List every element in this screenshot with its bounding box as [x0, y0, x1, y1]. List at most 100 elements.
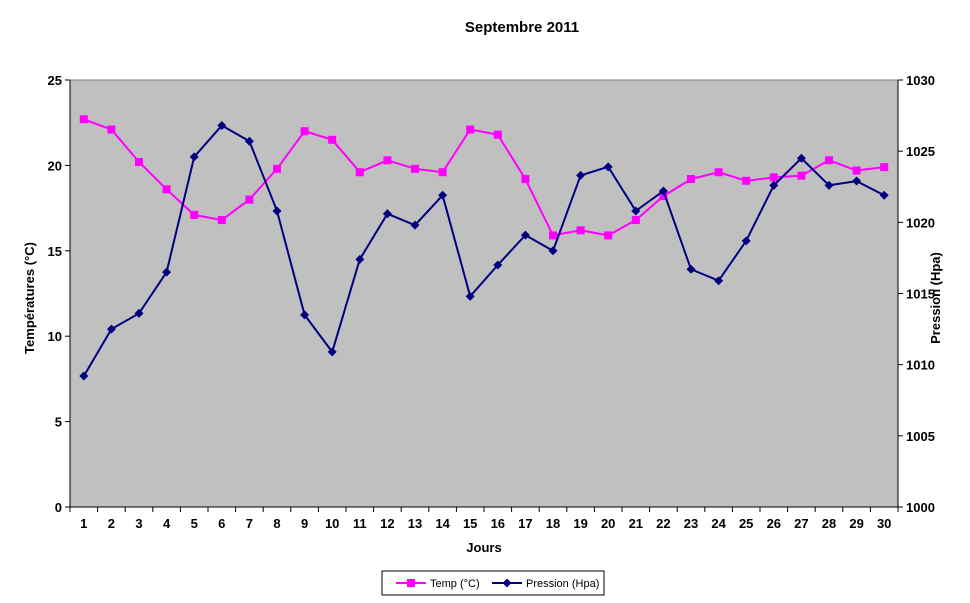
left-tick-label: 0 [55, 500, 62, 515]
x-tick-label: 3 [135, 516, 142, 531]
data-point-temp [300, 127, 309, 136]
left-tick-label: 10 [48, 329, 62, 344]
data-point-temp [714, 168, 723, 177]
data-point-temp [107, 125, 116, 134]
data-point-pression [410, 220, 420, 230]
data-point-temp [880, 163, 889, 172]
series-line-pression [82, 124, 885, 377]
data-point-pression [217, 121, 227, 131]
x-tick-label: 28 [822, 516, 836, 531]
left-axis: 0 5 10 15 20 25 [48, 73, 71, 515]
x-tick-label: 7 [246, 516, 253, 531]
plot-area [69, 79, 899, 508]
data-point-temp [79, 115, 88, 124]
legend-item-pression: Pression (Hpa) [492, 578, 599, 590]
x-tick-label: 5 [191, 516, 198, 531]
data-point-pression [852, 176, 862, 186]
x-tick-label: 19 [573, 516, 587, 531]
series-line-temp [83, 118, 885, 237]
data-point-pression [106, 324, 116, 334]
data-point-temp [521, 175, 530, 184]
series-layer [79, 115, 889, 381]
data-point-pression [438, 190, 448, 200]
x-tick-label: 12 [380, 516, 394, 531]
data-point-pression [741, 236, 751, 246]
data-point-temp [852, 166, 861, 175]
x-tick-label: 4 [163, 516, 171, 531]
data-point-temp [162, 185, 171, 194]
legend-label-temp: Temp (°C) [430, 578, 480, 590]
chart-title: Septembre 2011 [465, 19, 579, 36]
x-tick-label: 18 [546, 516, 560, 531]
data-point-temp [273, 164, 281, 173]
legend: Temp (°C) Pression (Hpa) [381, 570, 605, 596]
right-tick-label: 1015 [906, 287, 935, 302]
data-point-pression [576, 170, 586, 180]
data-point-temp [328, 135, 337, 144]
data-point-pression [631, 206, 641, 216]
data-point-temp [549, 231, 557, 240]
data-point-temp [411, 164, 419, 173]
x-tick-label: 20 [601, 516, 615, 531]
data-point-pression [300, 310, 310, 320]
left-tick-label: 20 [48, 158, 62, 173]
data-point-pression [382, 209, 392, 219]
data-point-temp [687, 175, 695, 184]
right-tick-label: 1010 [906, 358, 935, 373]
x-tick-label: 15 [463, 516, 477, 531]
data-point-pression [603, 162, 613, 172]
y-axis-left-title: Températures (°C) [22, 242, 37, 354]
data-point-temp [135, 157, 143, 166]
data-point-temp [797, 171, 806, 180]
data-point-pression [714, 276, 724, 286]
series-temp [79, 115, 889, 240]
x-tick-label: 22 [656, 516, 670, 531]
data-point-temp [190, 210, 199, 219]
data-point-pression [355, 254, 365, 264]
data-point-temp [245, 195, 254, 204]
x-tick-label: 16 [491, 516, 505, 531]
x-tick-label: 17 [518, 516, 532, 531]
x-tick-label: 8 [273, 516, 280, 531]
x-tick-label: 14 [435, 516, 450, 531]
x-tick-label: 21 [629, 516, 643, 531]
y-axis-right-title: Pression (Hpa) [928, 252, 943, 344]
right-tick-label: 1030 [906, 73, 935, 88]
data-point-pression [493, 260, 503, 270]
right-tick-label: 1005 [906, 429, 935, 444]
x-tick-label: 23 [684, 516, 698, 531]
data-point-temp [825, 156, 833, 165]
x-tick-label: 27 [794, 516, 808, 531]
data-point-pression [134, 308, 144, 318]
x-tick-label: 29 [849, 516, 863, 531]
data-point-temp [604, 231, 613, 240]
right-tick-label: 1000 [906, 500, 935, 515]
data-point-temp [742, 176, 751, 185]
x-tick-label: 9 [301, 516, 308, 531]
right-tick-label: 1025 [906, 144, 935, 159]
left-tick-label: 25 [48, 73, 62, 88]
x-axis: 1 2 3 4 5 6 7 8 9 10 11 12 13 14 15 16 17 18 19 20 21 22 23 24 2… [69, 506, 899, 531]
x-tick-label: 2 [108, 516, 115, 531]
left-tick-label: 15 [48, 244, 62, 259]
x-tick-label: 6 [218, 516, 225, 531]
data-point-pression [686, 264, 696, 274]
x-tick-label: 10 [325, 516, 339, 531]
x-tick-label: 25 [739, 516, 753, 531]
data-point-temp [217, 216, 226, 225]
right-axis: 1000 1005 1010 1015 1020 1025 1030 [897, 73, 935, 515]
data-point-pression [244, 136, 254, 146]
data-point-temp [466, 125, 475, 134]
data-point-pression [272, 206, 282, 216]
data-point-temp [769, 173, 778, 182]
legend-label-pression: Pression (Hpa) [526, 578, 599, 590]
right-tick-label: 1020 [906, 215, 935, 230]
data-point-pression [520, 230, 530, 240]
data-point-pression [327, 347, 337, 357]
data-point-pression [465, 291, 475, 301]
x-tick-label: 26 [767, 516, 781, 531]
data-point-temp [383, 156, 392, 165]
data-point-pression [162, 267, 172, 277]
data-point-pression [189, 152, 199, 162]
